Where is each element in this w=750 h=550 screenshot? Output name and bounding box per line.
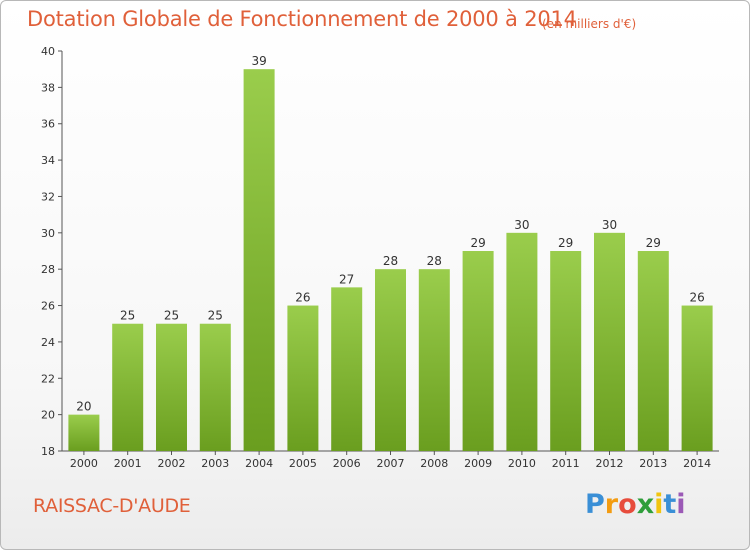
x-tick-label: 2008: [420, 457, 448, 470]
x-tick-label: 2007: [377, 457, 405, 470]
chart-subtitle: (en milliers d'€): [542, 17, 637, 31]
x-tick-label: 2009: [464, 457, 492, 470]
data-label: 30: [514, 218, 529, 232]
data-label: 26: [689, 291, 704, 305]
data-label: 30: [602, 218, 617, 232]
bar-2011[interactable]: [550, 251, 582, 451]
x-tick-label: 2006: [333, 457, 361, 470]
logo-letter: P: [585, 489, 605, 520]
data-label: 25: [164, 309, 179, 323]
logo-letter: r: [604, 489, 619, 520]
y-tick-label: 30: [41, 227, 55, 240]
x-tick-label: 2005: [289, 457, 317, 470]
x-tick-label: 2013: [639, 457, 667, 470]
logo-letter: i: [654, 489, 664, 520]
commune-name: RAISSAC-D'AUDE: [33, 495, 191, 517]
axes: 18 20 22 24 26 28 30 32 34 36 38 40 2000 2001 2002 2003…: [41, 45, 719, 470]
bar-2012[interactable]: [594, 232, 625, 451]
logo-letter: x: [636, 489, 655, 520]
y-tick-label: 28: [41, 263, 55, 276]
y-tick-label: 26: [41, 300, 55, 313]
x-tick-label: 2012: [596, 457, 624, 470]
x-tick-label: 2002: [158, 457, 186, 470]
data-label: 28: [427, 254, 442, 268]
bar-2014[interactable]: [681, 305, 713, 451]
bar-2005[interactable]: [287, 305, 319, 451]
x-tick-label: 2000: [70, 457, 98, 470]
y-tick-label: 38: [41, 81, 55, 94]
logo-letter: o: [618, 489, 637, 520]
bar-2004[interactable]: [243, 69, 275, 451]
data-label: 25: [120, 309, 135, 323]
data-label: 29: [470, 236, 485, 250]
x-tick-label: 2011: [552, 457, 580, 470]
x-tick-label: 2001: [114, 457, 142, 470]
data-label: 29: [646, 236, 661, 250]
y-tick-label: 20: [41, 409, 55, 422]
x-tick-label: 2003: [201, 457, 229, 470]
bar-2006[interactable]: [331, 287, 363, 451]
data-label: 39: [251, 54, 266, 68]
y-tick-label: 18: [41, 445, 55, 458]
bar-2002[interactable]: [156, 323, 187, 451]
bar-2007[interactable]: [375, 269, 406, 451]
data-label: 25: [208, 309, 223, 323]
x-tick-label: 2004: [245, 457, 273, 470]
y-tick-label: 24: [41, 336, 55, 349]
y-tick-label: 34: [41, 154, 55, 167]
bar-2013[interactable]: [637, 251, 669, 451]
x-tick-label: 2014: [683, 457, 711, 470]
y-tick-label: 22: [41, 372, 55, 385]
bars: [68, 69, 713, 451]
bar-2009[interactable]: [462, 251, 494, 451]
bar-2008[interactable]: [418, 269, 450, 451]
bar-2001[interactable]: [112, 323, 144, 451]
x-tick-label: 2010: [508, 457, 536, 470]
y-tick-label: 36: [41, 118, 55, 131]
logo-letter: i: [676, 489, 686, 520]
chart-title: Dotation Globale de Fonctionnement de 20…: [27, 7, 577, 31]
y-tick-label: 32: [41, 190, 55, 203]
data-label: 29: [558, 236, 573, 250]
bar-2000[interactable]: [68, 414, 100, 451]
bar-2010[interactable]: [506, 232, 538, 451]
data-label: 26: [295, 291, 310, 305]
logo-letter: t: [663, 489, 677, 520]
proxiti-logo[interactable]: Proxiti: [585, 489, 686, 520]
data-label: 20: [76, 400, 91, 414]
y-tick-label: 40: [41, 45, 55, 58]
data-label: 28: [383, 254, 398, 268]
data-labels: 20 25 25 25 39 26 27 28 28 29 30 29 30 29 26: [76, 54, 704, 413]
data-label: 27: [339, 272, 354, 286]
bar-2003[interactable]: [199, 323, 231, 451]
